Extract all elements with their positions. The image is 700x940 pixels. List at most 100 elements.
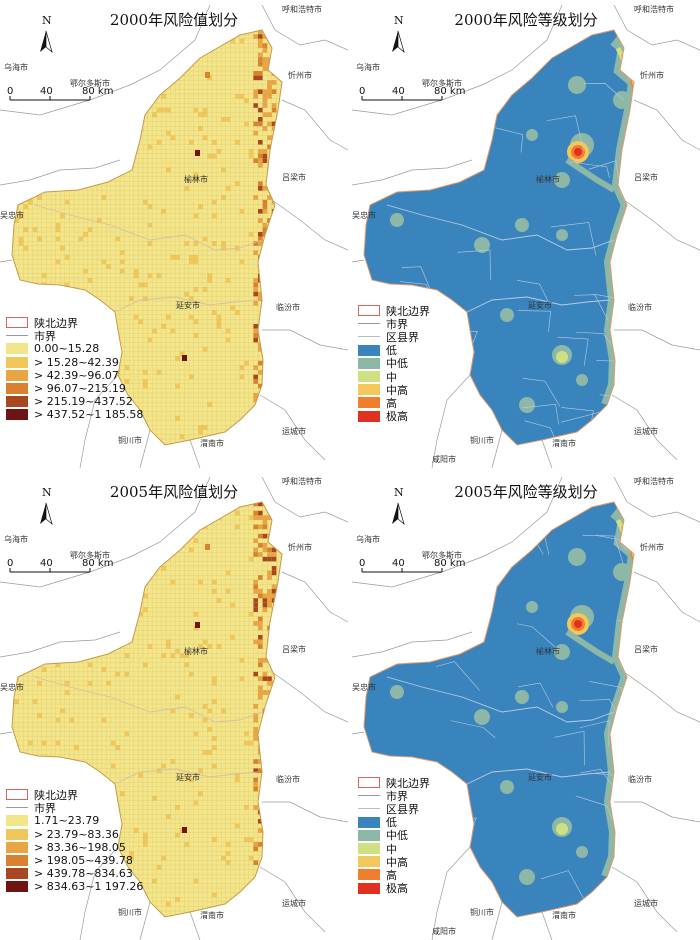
- legend-item: 陕北边界: [358, 776, 430, 790]
- region-boundary: [363, 501, 635, 918]
- risk-cell: [69, 176, 74, 182]
- legend-label: 中低: [386, 829, 408, 843]
- county-boundary: [582, 534, 624, 564]
- risk-cell: [248, 855, 254, 861]
- legend-item: 市界: [358, 789, 430, 803]
- city-boundary: [34, 676, 263, 723]
- risk-cell: [253, 589, 258, 594]
- risk-cell: [253, 502, 258, 507]
- risk-cell: [262, 556, 268, 562]
- scale-tick-label: 40: [40, 86, 53, 97]
- risk-cell: [267, 278, 272, 283]
- neighbor-boundary: [271, 199, 348, 251]
- risk-cell: [193, 43, 199, 48]
- risk-cell: [147, 337, 153, 343]
- risk-cell: [143, 662, 148, 668]
- scale-tick-label: 0: [7, 558, 14, 569]
- risk-cell: [271, 89, 277, 94]
- risk-cell: [262, 520, 268, 525]
- risk-cell: [12, 140, 15, 145]
- risk-cell: [262, 153, 268, 159]
- risk-cell: [184, 186, 189, 191]
- risk-cell: [23, 195, 28, 200]
- risk-cell: [253, 301, 258, 306]
- risk-cell: [175, 43, 180, 48]
- risk-cell: [248, 149, 254, 154]
- risk-cell: [193, 259, 199, 265]
- risk-cell: [225, 842, 231, 847]
- neighbor-boundary: [633, 99, 700, 151]
- risk-cell: [60, 529, 65, 534]
- risk-cell: [271, 653, 277, 658]
- risk-cell: [267, 121, 272, 127]
- risk-cell: [212, 153, 217, 159]
- county-boundary: [517, 280, 549, 302]
- risk-cell: [147, 273, 153, 278]
- risk-cell: [258, 181, 263, 186]
- risk-cell: [230, 635, 235, 640]
- risk-cell: [271, 584, 277, 589]
- panel-title: 2000年风险等级划分: [454, 11, 598, 29]
- risk-cell: [147, 241, 153, 246]
- risk-cell: [258, 163, 263, 168]
- risk-cell: [258, 209, 263, 214]
- risk-cell: [258, 593, 263, 599]
- risk-cell: [244, 360, 249, 366]
- risk-cell: [179, 434, 185, 439]
- risk-cell: [271, 589, 277, 594]
- risk-cell: [271, 538, 277, 543]
- legend-swatch: [6, 317, 28, 329]
- risk-cell: [267, 30, 272, 35]
- neighbor-boundary: [0, 476, 211, 588]
- risk-cell: [184, 291, 189, 297]
- risk-cell: [262, 199, 268, 205]
- scale-bar: [9, 96, 91, 101]
- county-boundary: [583, 83, 625, 101]
- risk-cell: [64, 255, 70, 260]
- risk-cell: [253, 805, 258, 810]
- north-arrow-icon: [40, 502, 53, 525]
- risk-zone: [613, 563, 631, 581]
- risk-cell: [124, 671, 130, 677]
- legend-item: 低: [358, 344, 430, 357]
- legend-item: > 83.36~198.05: [6, 841, 143, 854]
- risk-cell: [262, 434, 268, 439]
- risk-cell: [253, 768, 258, 773]
- legend-swatch: [358, 410, 380, 422]
- risk-cell: [202, 347, 208, 352]
- risk-cell: [244, 121, 249, 127]
- legend-label: 中高: [386, 383, 408, 397]
- risk-cell: [258, 158, 263, 163]
- legend-swatch: [6, 828, 28, 840]
- risk-cell: [101, 630, 107, 635]
- risk-cell: [253, 883, 258, 888]
- legend-item: > 15.28~42.39: [6, 356, 143, 369]
- legend-label: 极高: [386, 882, 408, 896]
- risk-cell: [216, 314, 222, 320]
- risk-zone: [515, 218, 529, 232]
- risk-cell: [32, 699, 38, 704]
- risk-cell: [14, 699, 19, 704]
- risk-cell: [175, 832, 180, 838]
- risk-cell: [41, 282, 47, 288]
- risk-cell: [248, 837, 254, 842]
- legend-swatch: [358, 371, 380, 383]
- risk-cell: [248, 515, 254, 520]
- risk-cell: [189, 314, 194, 320]
- risk-cell: [189, 502, 194, 507]
- risk-cell: [271, 869, 277, 875]
- risk-cell: [202, 287, 208, 292]
- risk-cell: [258, 745, 263, 750]
- city-label-linfen: 临汾市: [276, 775, 300, 784]
- risk-cell: [97, 218, 102, 223]
- risk-cell: [262, 906, 268, 911]
- risk-cell: [258, 639, 263, 645]
- north-arrow-icon: [40, 30, 53, 53]
- risk-cell: [69, 538, 74, 543]
- risk-cell: [271, 524, 277, 530]
- risk-cell: [5, 511, 10, 516]
- neighbor-boundary: [0, 731, 13, 735]
- risk-cell: [37, 621, 42, 626]
- risk-cell: [87, 538, 93, 543]
- risk-cell: [124, 653, 130, 658]
